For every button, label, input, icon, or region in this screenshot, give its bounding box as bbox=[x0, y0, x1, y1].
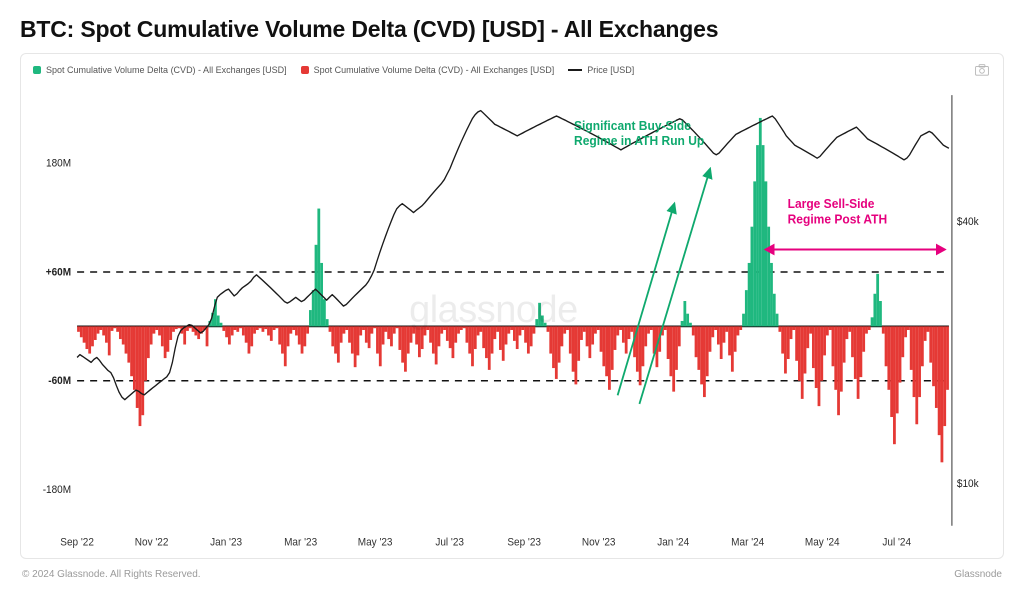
legend-swatch-pos bbox=[33, 66, 41, 74]
svg-text:Mar '24: Mar '24 bbox=[731, 537, 764, 548]
svg-text:Jan '23: Jan '23 bbox=[210, 537, 242, 548]
chart-card: Spot Cumulative Volume Delta (CVD) - All… bbox=[20, 53, 1004, 559]
plot-area: glassnode -180M-60M+60M180M$10k$40kSep '… bbox=[31, 82, 993, 552]
svg-text:180M: 180M bbox=[46, 158, 71, 169]
legend-item-neg: Spot Cumulative Volume Delta (CVD) - All… bbox=[301, 65, 555, 75]
svg-text:Sep '22: Sep '22 bbox=[60, 537, 94, 548]
svg-text:-60M: -60M bbox=[48, 376, 71, 387]
svg-text:$40k: $40k bbox=[957, 217, 979, 228]
svg-text:Significant Buy-Side: Significant Buy-Side bbox=[574, 118, 691, 133]
chart-title: BTC: Spot Cumulative Volume Delta (CVD) … bbox=[20, 16, 1004, 43]
svg-text:May '24: May '24 bbox=[805, 537, 840, 548]
svg-text:Nov '22: Nov '22 bbox=[135, 537, 169, 548]
legend-item-pos: Spot Cumulative Volume Delta (CVD) - All… bbox=[33, 65, 287, 75]
svg-text:Regime in ATH Run Up: Regime in ATH Run Up bbox=[574, 134, 705, 149]
svg-text:Large Sell-Side: Large Sell-Side bbox=[788, 197, 875, 212]
footer-brand: Glassnode bbox=[954, 569, 1002, 580]
svg-text:Jul '24: Jul '24 bbox=[882, 537, 911, 548]
camera-icon[interactable] bbox=[975, 64, 989, 76]
legend-label-price: Price [USD] bbox=[587, 65, 634, 75]
svg-text:+60M: +60M bbox=[46, 267, 72, 278]
svg-text:Nov '23: Nov '23 bbox=[582, 537, 616, 548]
svg-text:Sep '23: Sep '23 bbox=[507, 537, 541, 548]
chart-svg: -180M -60M +60M 180M $10k $40k Sep '22 Nov '22 J… bbox=[31, 82, 993, 552]
svg-text:May '23: May '23 bbox=[358, 537, 393, 548]
svg-text:Jul '23: Jul '23 bbox=[435, 537, 464, 548]
footer: © 2024 Glassnode. All Rights Reserved. G… bbox=[20, 559, 1004, 580]
legend-label-pos: Spot Cumulative Volume Delta (CVD) - All… bbox=[46, 65, 287, 75]
footer-copyright: © 2024 Glassnode. All Rights Reserved. bbox=[22, 569, 201, 580]
legend-swatch-neg bbox=[301, 66, 309, 74]
svg-text:Regime Post ATH: Regime Post ATH bbox=[788, 212, 888, 227]
legend: Spot Cumulative Volume Delta (CVD) - All… bbox=[31, 62, 993, 82]
svg-text:-180M: -180M bbox=[43, 484, 71, 495]
legend-item-price: Price [USD] bbox=[568, 65, 634, 75]
legend-swatch-price bbox=[568, 69, 582, 71]
svg-text:Jan '24: Jan '24 bbox=[657, 537, 689, 548]
legend-label-neg: Spot Cumulative Volume Delta (CVD) - All… bbox=[314, 65, 555, 75]
svg-text:Mar '23: Mar '23 bbox=[284, 537, 317, 548]
svg-text:$10k: $10k bbox=[957, 479, 979, 490]
